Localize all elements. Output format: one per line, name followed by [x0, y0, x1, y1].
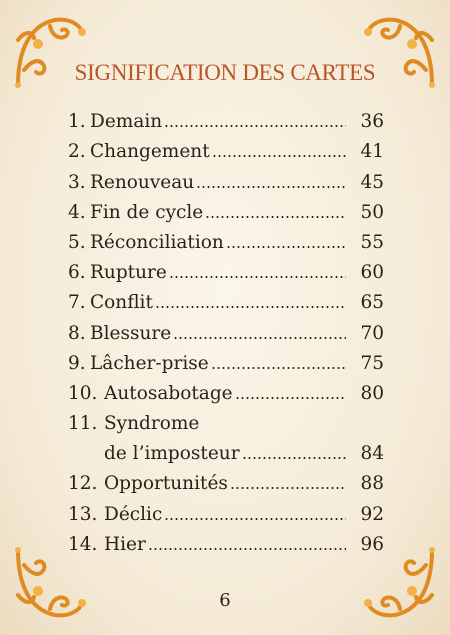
toc-entry: 9. Lâcher-prise 75 [68, 349, 384, 379]
toc-entry: 11. Syndrome [68, 409, 384, 439]
entry-title: Autosabotage [104, 382, 233, 404]
corner-ornament [364, 547, 435, 618]
corner-ornament [364, 17, 435, 88]
toc-entry: 1. Demain 36 [68, 107, 384, 137]
entry-number: 3. [68, 171, 86, 193]
entry-title: Conflit [90, 292, 153, 314]
entry-number: 4. [68, 201, 86, 223]
entry-number: 11. [68, 413, 98, 435]
entry-page: 70 [360, 322, 384, 344]
entry-title: Changement [90, 141, 210, 163]
toc-entry: 6. Rupture 60 [68, 258, 384, 288]
entry-title: Opportunités [104, 473, 228, 495]
toc-entry: 14. Hier 96 [68, 530, 384, 560]
entry-number: 5. [68, 231, 86, 253]
dot-leader [225, 243, 346, 250]
entry-page: 75 [360, 352, 384, 374]
entry-page: 60 [360, 262, 384, 284]
page-title: SIGNIFICATION DES CARTES [74, 60, 376, 85]
entry-page: 80 [360, 382, 384, 404]
entry-title: Syndrome [104, 413, 200, 435]
dot-leader [147, 545, 346, 552]
dot-leader [173, 334, 346, 341]
corner-ornament [15, 17, 86, 88]
toc-entry: 2. Changement 41 [68, 137, 384, 167]
entry-number: 12. [68, 473, 98, 495]
dot-leader [210, 364, 346, 371]
entry-title: Hier [104, 533, 146, 555]
page-number: 6 [219, 590, 231, 611]
dot-leader [241, 455, 346, 462]
entry-number: 6. [68, 262, 86, 284]
dot-leader [234, 394, 346, 401]
dot-leader [154, 304, 346, 311]
dot-leader [211, 153, 346, 160]
entry-number: 10. [68, 382, 98, 404]
dot-leader [205, 213, 346, 220]
toc-entry: 8. Blessure 70 [68, 318, 384, 348]
entry-title: Réconciliation [90, 231, 224, 253]
entry-title: Fin de cycle [90, 201, 204, 223]
entry-number: 14. [68, 533, 98, 555]
entry-number: 13. [68, 503, 98, 525]
entry-page: 36 [360, 111, 384, 133]
corner-ornament [15, 547, 86, 618]
toc-entry: 10. Autosabotage 80 [68, 379, 384, 409]
entry-title: Lâcher-prise [90, 352, 209, 374]
entry-number: 7. [68, 292, 86, 314]
dot-leader [168, 274, 346, 281]
entry-title: de l’imposteur [104, 443, 240, 465]
table-of-contents: 1. Demain 36 2. Changement 41 3. Renouveau 45 4. F… [68, 107, 384, 560]
toc-entry: 5. Réconciliation 55 [68, 228, 384, 258]
entry-page: 96 [360, 533, 384, 555]
entry-title: Rupture [90, 262, 167, 284]
entry-page: 41 [360, 141, 384, 163]
dot-leader [229, 485, 346, 492]
entry-number: 9. [68, 352, 86, 374]
entry-number: 1. [68, 111, 86, 133]
entry-page: 45 [360, 171, 384, 193]
entry-title: Renouveau [90, 171, 195, 193]
entry-page: 55 [360, 231, 384, 253]
toc-entry: 7. Conflit 65 [68, 288, 384, 318]
entry-page: 92 [360, 503, 384, 525]
toc-entry: 13. Déclic 92 [68, 499, 384, 529]
toc-entry: 3. Renouveau 45 [68, 167, 384, 197]
toc-entry: de l’imposteur 84 [68, 439, 384, 469]
entry-page: 88 [360, 473, 384, 495]
dot-leader [196, 183, 346, 190]
entry-page: 65 [360, 292, 384, 314]
entry-page: 84 [360, 443, 384, 465]
entry-number: 2. [68, 141, 86, 163]
dot-leader [164, 515, 346, 522]
entry-title: Demain [90, 111, 163, 133]
entry-title: Blessure [90, 322, 172, 344]
dot-leader [164, 123, 346, 130]
entry-title: Déclic [104, 503, 163, 525]
entry-number: 8. [68, 322, 86, 344]
toc-entry: 4. Fin de cycle 50 [68, 198, 384, 228]
toc-entry: 12. Opportunités 88 [68, 469, 384, 499]
entry-page: 50 [360, 201, 384, 223]
